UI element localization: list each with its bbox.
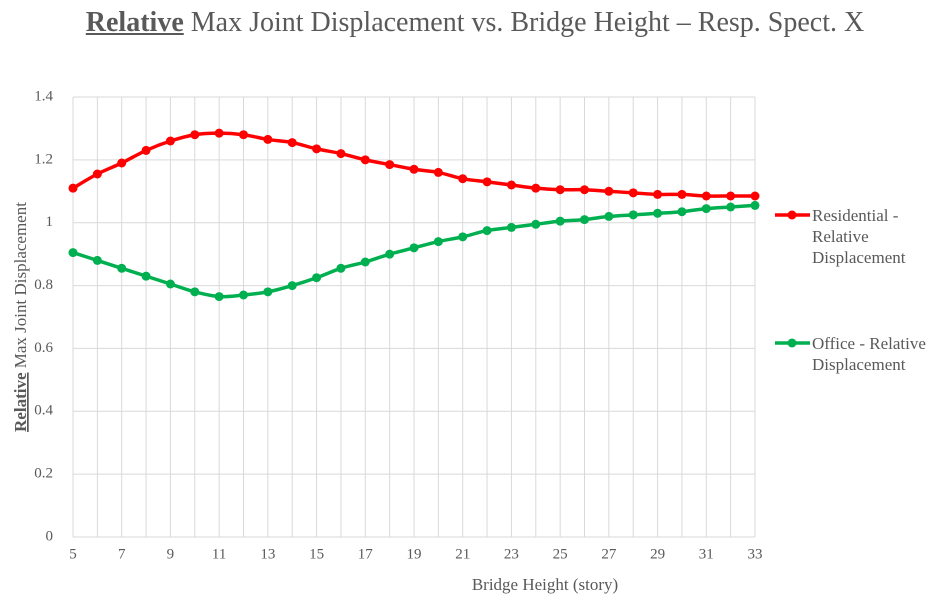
- marker: [92, 169, 102, 179]
- marker: [653, 189, 663, 199]
- marker: [165, 136, 175, 146]
- marker: [312, 273, 322, 283]
- marker: [750, 200, 760, 210]
- marker: [190, 130, 200, 140]
- marker: [360, 155, 370, 165]
- marker: [628, 210, 638, 220]
- marker: [701, 204, 711, 214]
- marker: [506, 180, 516, 190]
- y-label-run: Relative: [11, 372, 30, 432]
- marker: [677, 189, 687, 199]
- x-tick-label: 19: [407, 546, 422, 562]
- marker: [336, 149, 346, 159]
- marker: [677, 207, 687, 217]
- y-tick-label: 0.4: [34, 403, 53, 419]
- marker: [117, 158, 127, 168]
- marker: [409, 164, 419, 174]
- title-run: Relative: [85, 7, 184, 38]
- marker: [141, 271, 151, 281]
- marker: [580, 215, 589, 225]
- marker: [214, 128, 224, 138]
- marker: [385, 249, 395, 259]
- x-tick-label: 9: [167, 546, 175, 562]
- marker: [482, 177, 492, 187]
- marker: [92, 255, 102, 265]
- marker: [239, 290, 248, 300]
- marker: [555, 185, 565, 195]
- x-tick-label: 25: [553, 546, 568, 562]
- marker: [653, 208, 663, 218]
- marker: [409, 243, 419, 253]
- legend-marker: [787, 210, 797, 220]
- marker: [433, 167, 443, 177]
- marker: [750, 191, 760, 201]
- legend-marker: [787, 338, 797, 348]
- y-tick-label: 1.4: [34, 88, 53, 104]
- marker: [726, 202, 736, 212]
- marker: [701, 191, 711, 201]
- marker: [263, 287, 273, 297]
- legend-label: Office - Relative Displacement: [812, 334, 926, 374]
- y-tick-label: 0.2: [34, 466, 53, 482]
- y-label-run: Max Joint Displacement: [11, 202, 30, 373]
- y-tick-label: 0.8: [34, 277, 53, 293]
- y-axis-label: Relative Max Joint Displacement: [11, 202, 30, 432]
- marker: [68, 248, 78, 258]
- y-tick-label: 0: [46, 528, 54, 544]
- x-axis-label: Bridge Height (story): [472, 575, 618, 594]
- x-tick-label: 17: [358, 546, 374, 562]
- x-tick-label: 27: [601, 546, 617, 562]
- x-tick-label: 5: [69, 546, 77, 562]
- x-tick-label: 15: [309, 546, 324, 562]
- legend-label: Residential - Relative Displacement: [812, 206, 906, 267]
- marker: [312, 144, 322, 154]
- marker: [336, 263, 346, 273]
- title-run: Max Joint Displacement vs. Bridge Height…: [183, 7, 865, 38]
- x-tick-label: 11: [212, 546, 226, 562]
- marker: [726, 191, 736, 201]
- marker: [531, 183, 541, 193]
- marker: [604, 186, 614, 196]
- marker: [458, 174, 468, 184]
- x-tick-label: 13: [260, 546, 275, 562]
- marker: [165, 279, 175, 289]
- x-tick-label: 31: [699, 546, 714, 562]
- marker: [628, 188, 638, 198]
- x-tick-label: 23: [504, 546, 519, 562]
- marker: [190, 287, 200, 297]
- marker: [555, 216, 565, 226]
- marker: [458, 232, 468, 242]
- marker: [506, 222, 516, 232]
- marker: [433, 237, 443, 247]
- marker: [68, 183, 78, 193]
- marker: [604, 211, 614, 221]
- marker: [141, 145, 151, 155]
- y-tick-label: 1.2: [34, 151, 53, 167]
- chart-title: Relative Max Joint Displacement vs. Brid…: [80, 6, 870, 40]
- marker: [287, 281, 297, 291]
- x-tick-label: 7: [118, 546, 126, 562]
- marker: [385, 160, 395, 170]
- marker: [531, 219, 541, 229]
- x-tick-label: 21: [455, 546, 470, 562]
- marker: [214, 292, 224, 302]
- marker: [287, 138, 297, 148]
- y-tick-label: 0.6: [34, 340, 53, 356]
- y-tick-label: 1: [46, 214, 54, 230]
- marker: [239, 130, 248, 140]
- x-tick-label: 33: [748, 546, 763, 562]
- marker: [360, 257, 370, 267]
- marker: [482, 226, 492, 236]
- marker: [580, 185, 589, 195]
- marker: [263, 134, 273, 144]
- x-tick-label: 29: [650, 546, 665, 562]
- marker: [117, 263, 127, 273]
